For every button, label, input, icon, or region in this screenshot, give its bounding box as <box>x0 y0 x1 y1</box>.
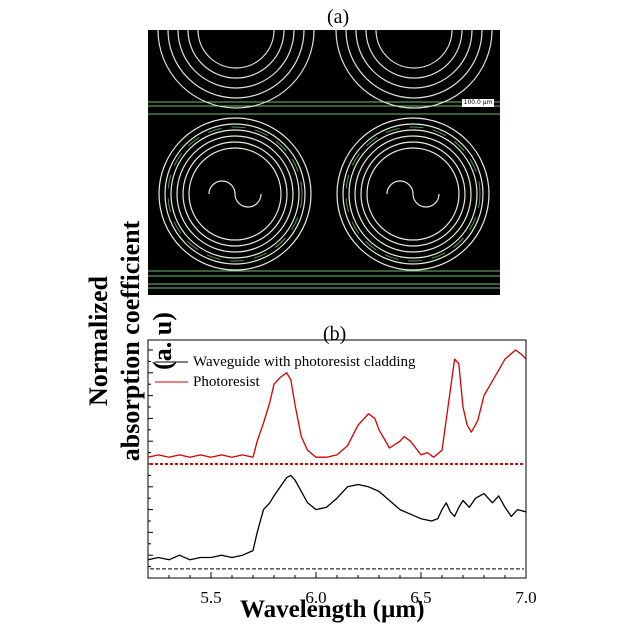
x-tick-label: 5.5 <box>200 588 222 607</box>
microscope-image: 100.0 µm <box>148 30 500 295</box>
x-tick-label: 6.5 <box>410 588 432 607</box>
spiral-waveguide-micrograph <box>148 30 500 295</box>
y-axis-label: Normalized absorption coefficient (a. u) <box>84 220 177 462</box>
legend <box>155 361 188 383</box>
photoresist-series-line <box>147 349 527 458</box>
y-minor-ticks <box>148 349 153 579</box>
x-tick-label: 7.0 <box>515 588 537 607</box>
legend-label-waveguide: Waveguide with photoresist cladding <box>193 354 416 370</box>
scale-bar-label: 100.0 µm <box>463 99 493 106</box>
x-ticks <box>168 572 527 578</box>
baselines <box>150 463 524 570</box>
waveguide-series-line <box>147 474 527 561</box>
x-axis-label: Wavelength (µm) <box>240 596 425 623</box>
legend-label-photoresist: Photoresist <box>193 374 260 390</box>
series-lines <box>147 349 527 561</box>
panel-a-label: (a) <box>327 6 350 28</box>
x-tick-label: 6.0 <box>305 588 327 607</box>
